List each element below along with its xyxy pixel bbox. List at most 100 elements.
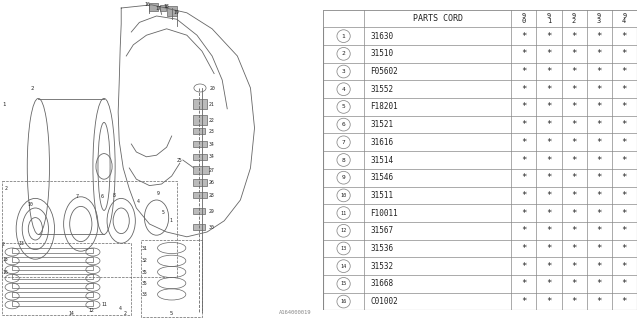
Text: *: * bbox=[621, 244, 627, 253]
Text: *: * bbox=[572, 138, 577, 147]
Text: 9
4: 9 4 bbox=[622, 13, 627, 24]
Text: *: * bbox=[572, 262, 577, 271]
Text: 9
0: 9 0 bbox=[522, 13, 526, 24]
Text: 1: 1 bbox=[342, 34, 346, 39]
Text: *: * bbox=[621, 138, 627, 147]
Text: *: * bbox=[521, 138, 527, 147]
Text: *: * bbox=[547, 120, 552, 129]
Text: 22: 22 bbox=[209, 117, 215, 123]
Text: *: * bbox=[547, 173, 552, 182]
Text: 9: 9 bbox=[342, 175, 346, 180]
Text: *: * bbox=[621, 102, 627, 111]
Text: 1: 1 bbox=[2, 101, 5, 107]
Text: *: * bbox=[547, 156, 552, 164]
Text: *: * bbox=[596, 297, 602, 306]
Text: 31552: 31552 bbox=[370, 85, 394, 94]
Bar bbox=[12, 292, 93, 297]
Text: *: * bbox=[621, 226, 627, 235]
Bar bbox=[12, 301, 93, 306]
Bar bbox=[193, 128, 205, 134]
Text: *: * bbox=[547, 191, 552, 200]
Text: 31510: 31510 bbox=[370, 49, 394, 58]
Text: *: * bbox=[596, 102, 602, 111]
Text: 17: 17 bbox=[156, 5, 161, 11]
Bar bbox=[12, 266, 93, 270]
Text: *: * bbox=[621, 173, 627, 182]
Text: *: * bbox=[621, 262, 627, 271]
Bar bbox=[12, 257, 93, 262]
Text: 28: 28 bbox=[209, 193, 215, 198]
Text: *: * bbox=[596, 85, 602, 94]
Text: *: * bbox=[596, 226, 602, 235]
Text: A164000019: A164000019 bbox=[278, 310, 311, 315]
Bar bbox=[12, 248, 93, 253]
Text: *: * bbox=[521, 49, 527, 58]
Text: 32: 32 bbox=[141, 258, 147, 263]
Text: 2: 2 bbox=[342, 51, 346, 56]
Text: 23: 23 bbox=[209, 129, 215, 134]
Text: *: * bbox=[596, 49, 602, 58]
Text: *: * bbox=[596, 209, 602, 218]
Text: *: * bbox=[621, 297, 627, 306]
Text: *: * bbox=[547, 102, 552, 111]
Text: *: * bbox=[521, 102, 527, 111]
Text: 16: 16 bbox=[2, 269, 8, 275]
Text: *: * bbox=[596, 156, 602, 164]
Text: 11: 11 bbox=[340, 211, 347, 216]
Bar bbox=[150, 3, 157, 11]
Text: *: * bbox=[621, 120, 627, 129]
Text: 31521: 31521 bbox=[370, 120, 394, 129]
Text: 25: 25 bbox=[177, 157, 182, 163]
Text: 31532: 31532 bbox=[370, 262, 394, 271]
Text: *: * bbox=[521, 262, 527, 271]
Text: *: * bbox=[572, 32, 577, 41]
Text: *: * bbox=[596, 67, 602, 76]
Text: *: * bbox=[521, 226, 527, 235]
Bar bbox=[193, 99, 207, 109]
Text: *: * bbox=[572, 102, 577, 111]
Text: *: * bbox=[572, 173, 577, 182]
Text: *: * bbox=[621, 279, 627, 288]
Bar bbox=[12, 275, 93, 279]
Text: 12: 12 bbox=[89, 308, 95, 313]
Text: *: * bbox=[572, 156, 577, 164]
Text: 4: 4 bbox=[119, 306, 122, 311]
Text: *: * bbox=[621, 209, 627, 218]
Text: 9
3: 9 3 bbox=[597, 13, 602, 24]
Text: *: * bbox=[521, 191, 527, 200]
Text: *: * bbox=[547, 49, 552, 58]
Text: 31630: 31630 bbox=[370, 32, 394, 41]
Text: *: * bbox=[521, 173, 527, 182]
Bar bbox=[193, 179, 207, 186]
Text: *: * bbox=[572, 244, 577, 253]
Text: 34: 34 bbox=[209, 141, 215, 147]
Bar bbox=[12, 283, 93, 288]
Text: 16: 16 bbox=[340, 299, 347, 304]
Text: *: * bbox=[621, 156, 627, 164]
Text: 29: 29 bbox=[209, 209, 215, 214]
Text: F05602: F05602 bbox=[370, 67, 398, 76]
Text: 6: 6 bbox=[101, 194, 104, 199]
Text: 13: 13 bbox=[18, 241, 24, 246]
Bar bbox=[159, 5, 166, 11]
Text: 2: 2 bbox=[124, 311, 126, 316]
Text: *: * bbox=[621, 67, 627, 76]
Text: *: * bbox=[521, 279, 527, 288]
Text: 35: 35 bbox=[141, 281, 147, 286]
Text: 15: 15 bbox=[340, 281, 347, 286]
Text: *: * bbox=[572, 85, 577, 94]
Text: *: * bbox=[596, 279, 602, 288]
Text: *: * bbox=[596, 262, 602, 271]
Text: 4: 4 bbox=[136, 199, 140, 204]
Text: 14: 14 bbox=[340, 264, 347, 269]
Text: *: * bbox=[572, 297, 577, 306]
Text: *: * bbox=[596, 173, 602, 182]
Text: F10011: F10011 bbox=[370, 209, 398, 218]
Text: 5: 5 bbox=[161, 210, 164, 215]
Text: 2: 2 bbox=[30, 85, 33, 91]
Text: *: * bbox=[572, 67, 577, 76]
Text: 31668: 31668 bbox=[370, 279, 394, 288]
Text: *: * bbox=[572, 49, 577, 58]
Text: 33: 33 bbox=[141, 292, 147, 297]
Text: *: * bbox=[547, 32, 552, 41]
